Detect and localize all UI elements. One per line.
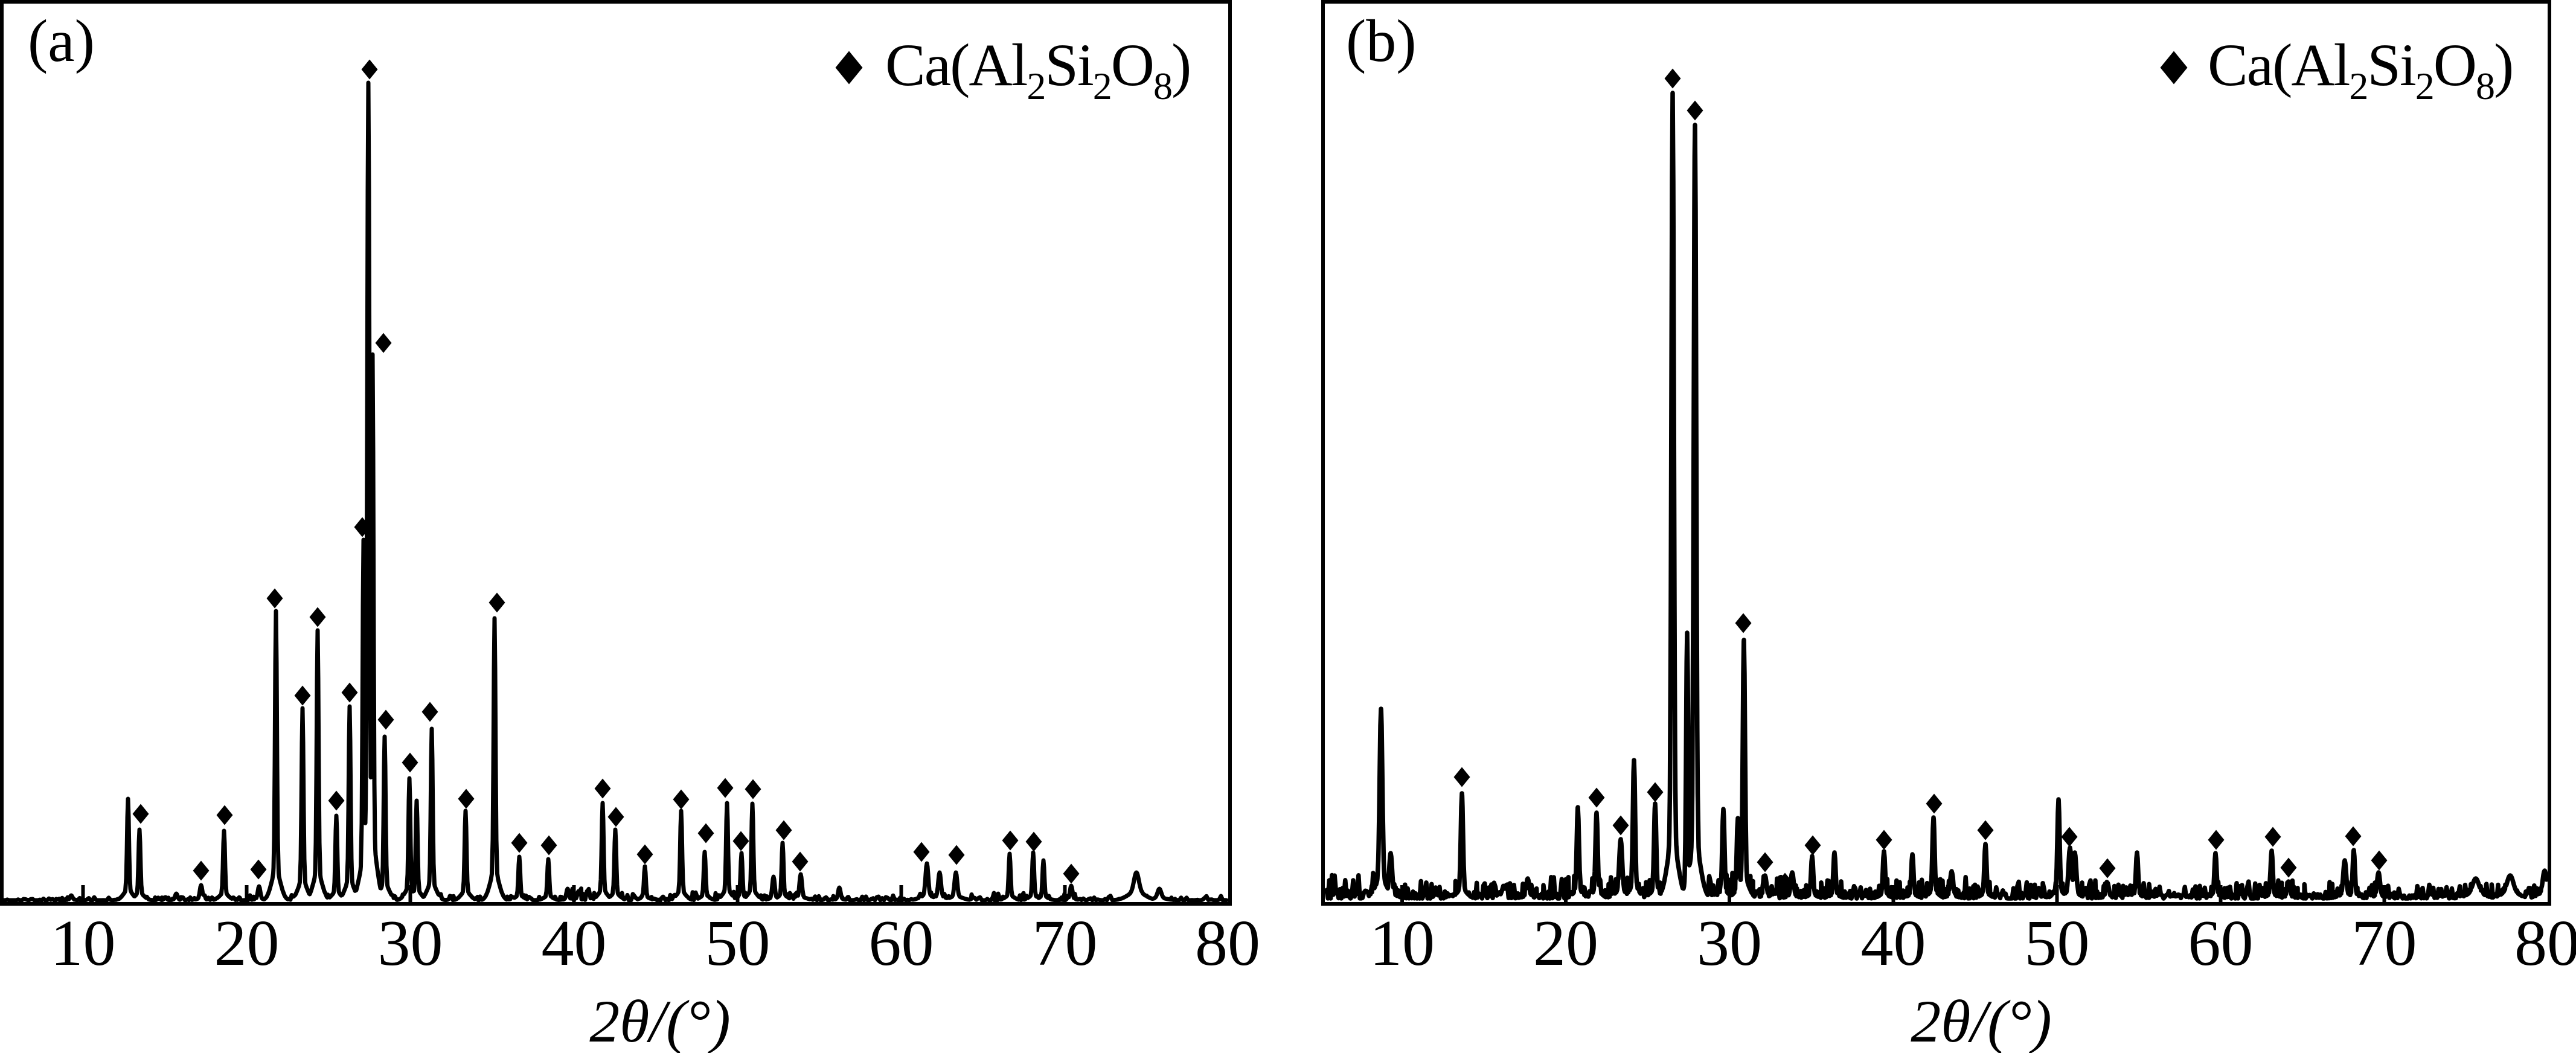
svg-text:10: 10 — [1370, 907, 1435, 979]
svg-text:50: 50 — [705, 907, 771, 979]
svg-text:30: 30 — [1697, 907, 1762, 979]
svg-text:Ca(Al2Si2O8): Ca(Al2Si2O8) — [885, 31, 1190, 107]
svg-text:20: 20 — [1533, 907, 1598, 979]
svg-text:60: 60 — [869, 907, 934, 979]
svg-text:70: 70 — [2352, 907, 2417, 979]
svg-text:30: 30 — [378, 907, 443, 979]
svg-text:80: 80 — [1195, 907, 1260, 979]
svg-text:50: 50 — [2025, 907, 2090, 979]
svg-text:60: 60 — [2188, 907, 2254, 979]
svg-text:40: 40 — [1861, 907, 1926, 979]
svg-text:20: 20 — [214, 907, 280, 979]
svg-text:40: 40 — [542, 907, 607, 979]
svg-text:2θ/(°): 2θ/(°) — [589, 988, 731, 1053]
svg-text:70: 70 — [1033, 907, 1098, 979]
svg-text:Ca(Al2Si2O8): Ca(Al2Si2O8) — [2208, 31, 2513, 107]
svg-text:10: 10 — [51, 907, 116, 979]
svg-text:2θ/(°): 2θ/(°) — [1911, 988, 2052, 1053]
svg-text:80: 80 — [2514, 907, 2576, 979]
svg-text:(b): (b) — [1346, 7, 1417, 74]
svg-text:(a): (a) — [28, 7, 95, 74]
